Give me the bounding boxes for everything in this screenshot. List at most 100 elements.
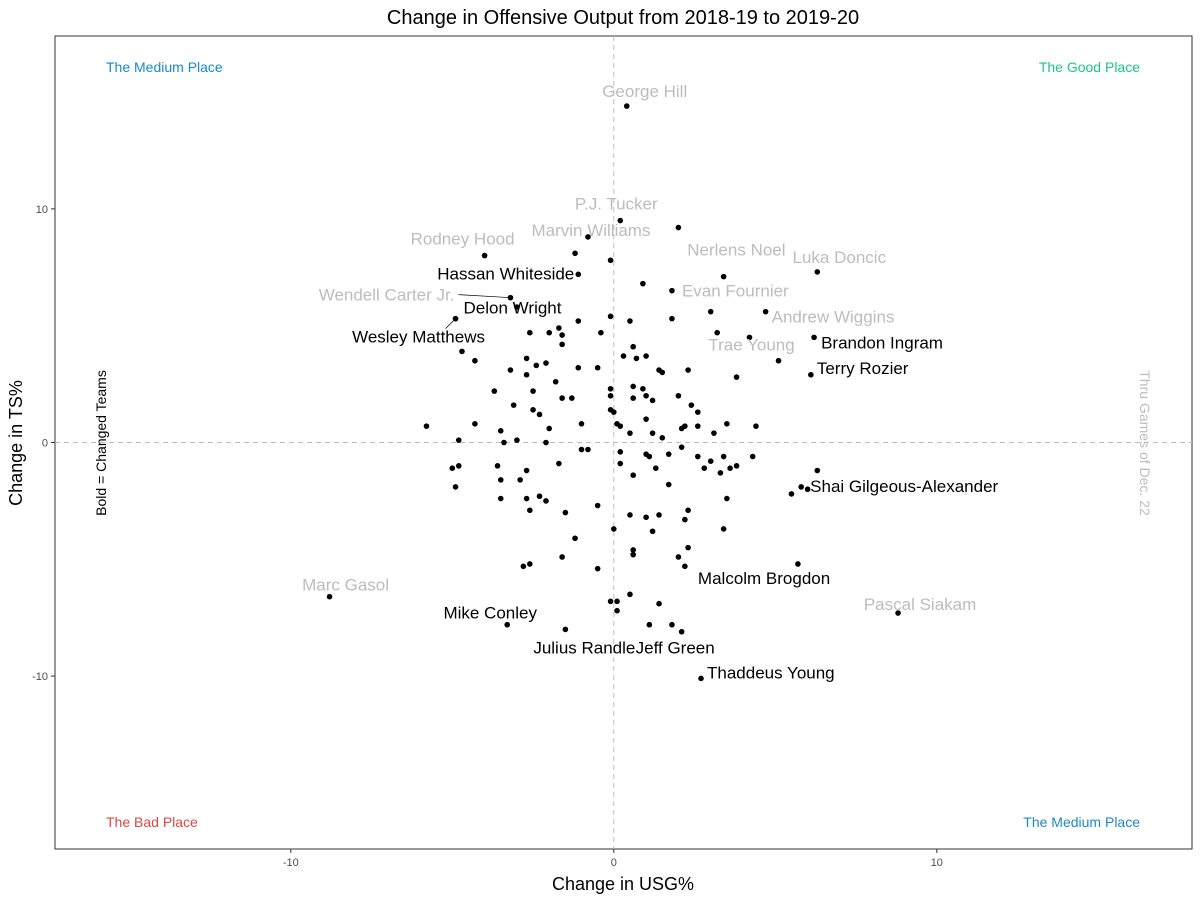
data-point [762,308,769,315]
data-point [895,610,901,616]
point-label: P.J. Tucker [575,195,658,214]
quadrant-label: The Bad Place [106,814,198,830]
data-point [753,423,759,429]
data-point [814,467,821,474]
point-label: Malcolm Brogdon [698,569,830,588]
data-point [685,367,691,373]
data-point [517,477,523,483]
data-point [724,421,730,427]
data-point [788,491,795,497]
point-label: Julius Randle [533,638,635,657]
data-point [814,269,821,275]
data-point [733,463,740,469]
data-point [804,486,811,493]
data-point [559,332,565,338]
point-label: Thaddeus Young [707,663,835,682]
data-point [578,446,585,453]
data-point [678,628,685,635]
data-point [556,460,562,467]
data-point [459,348,465,355]
point-label: Andrew Wiggins [772,308,895,327]
data-point [536,411,543,418]
data-point [620,353,627,359]
data-point [714,329,720,336]
y-tick-label: 0 [42,438,48,450]
point-label: Evan Fournier [682,282,789,301]
data-point [607,313,614,320]
data-point [630,383,636,390]
data-point [727,465,733,471]
data-point [749,453,756,460]
point-label: Brandon Ingram [821,333,943,352]
quadrant-label: The Medium Place [106,59,223,75]
data-point [694,423,701,429]
data-point [562,509,569,516]
point-label: Wesley Matthews [352,328,485,347]
point-label: Marc Gasol [302,576,389,595]
data-point [530,406,536,413]
data-point [669,287,675,294]
point-label: Luka Doncic [793,248,887,267]
data-point [546,425,553,432]
data-point [578,421,585,427]
data-point [543,439,549,446]
data-point [733,374,740,380]
data-point [633,355,640,362]
data-point [678,444,685,450]
data-point [614,598,620,605]
data-point [746,334,753,341]
data-point [682,563,688,570]
data-point [808,371,814,378]
data-point [711,430,717,436]
data-point [507,367,514,373]
data-point [675,554,682,560]
data-point [627,591,633,598]
data-point [627,318,633,324]
data-point [497,495,504,502]
data-point [607,385,614,392]
data-point [611,409,617,415]
data-point [536,493,543,500]
data-point [795,561,801,567]
data-point [523,371,530,378]
data-point [665,451,672,457]
data-point [707,458,714,464]
data-point [694,409,701,415]
y-tick-label: 10 [36,204,48,216]
data-point [643,392,649,399]
point-labels: George Hill P.J. Tucker Marvin Williams Ner… [302,82,998,682]
data-point [707,308,714,315]
data-point [543,498,549,504]
data-point [514,437,520,443]
data-point [472,357,478,364]
data-point [720,526,727,532]
data-point [546,329,553,336]
data-point [494,463,501,469]
data-point [669,315,675,322]
data-point [649,528,656,535]
data-point [559,395,565,401]
point-label: Rodney Hood [411,230,515,249]
data-point [607,392,614,399]
data-point [491,388,498,394]
data-point [527,329,533,336]
data-point [798,484,804,490]
data-point [575,318,582,324]
data-point [675,392,682,399]
data-point [523,355,530,362]
data-point [472,421,478,427]
data-point [627,430,633,436]
data-point [594,364,601,371]
axis-ticks: -10 0 10 -10 0 10 [32,204,943,869]
x-tick-label: 10 [931,857,943,869]
data-point [617,449,624,455]
data-point [543,360,549,366]
point-label: Hassan Whiteside [437,264,574,283]
data-point [497,428,504,434]
data-point [585,234,591,240]
x-tick-label: 0 [611,857,617,869]
data-point [811,334,817,341]
data-point [623,103,630,109]
changed-teams-note: Bold = Changed Teams [93,370,109,516]
